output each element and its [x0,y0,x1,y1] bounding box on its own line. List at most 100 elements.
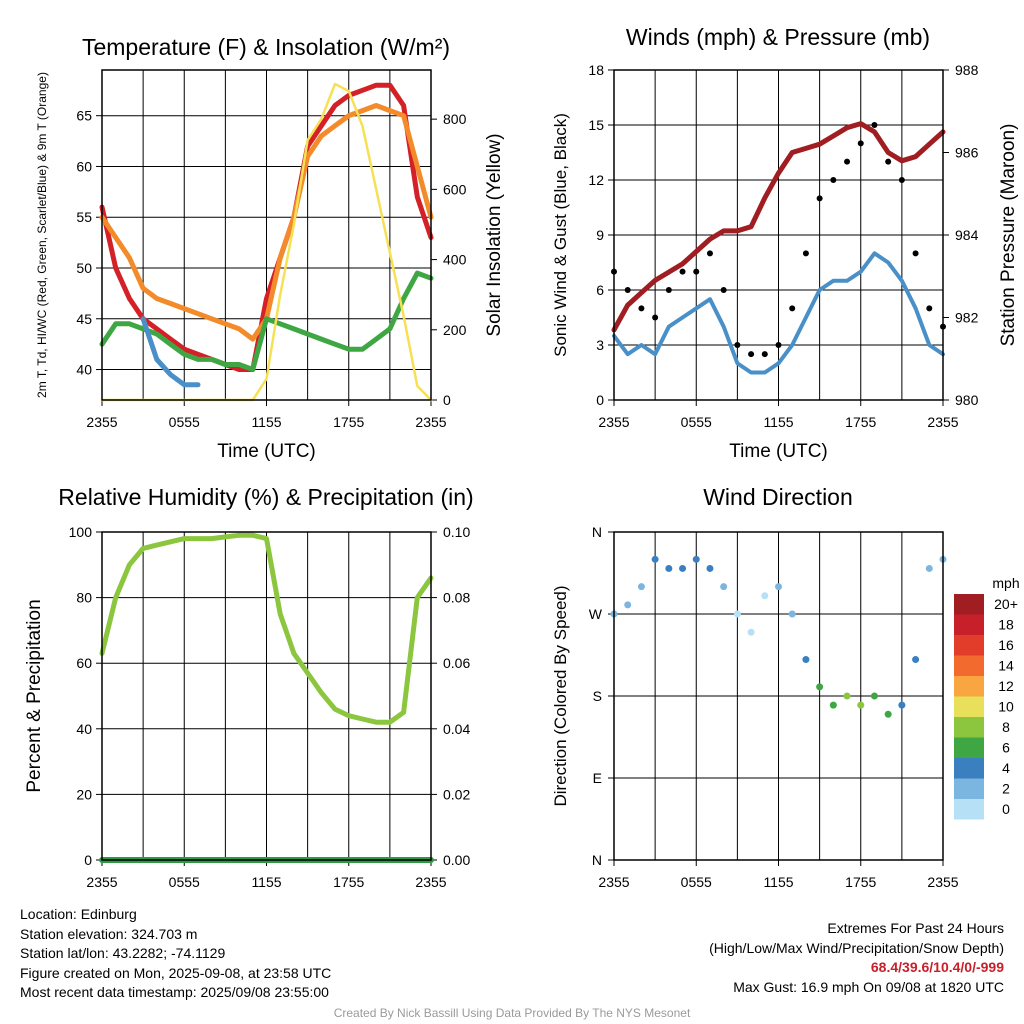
y-right-tick-label: 0.04 [443,721,470,737]
gust-point [693,268,700,275]
y-right-tick-label: 984 [955,227,979,243]
x-tick-label: 2355 [927,874,958,890]
y-right-tick-label: 0.06 [443,655,470,671]
direction-point [761,592,769,600]
y-tick-label: 0 [596,392,604,408]
y-tick-label: 45 [76,311,92,327]
y-right-tick-label: 0.00 [443,852,470,868]
x-tick-label: 2355 [86,874,117,890]
colorbar-swatch [954,655,984,676]
x-tick-label: 1155 [763,874,793,890]
direction-point [843,692,851,700]
direction-point [665,564,673,572]
y-right-tick-label: 400 [443,252,467,268]
x-tick-label: 2355 [415,874,446,890]
colorbar-swatch [954,676,984,697]
direction-point [720,583,728,591]
direction-point [692,555,700,563]
y-right-axis-label: Solar Insolation (Yellow) [484,133,505,336]
direction-point [651,555,659,563]
y-tick-label: 3 [596,337,604,353]
y-tick-label: S [593,688,602,704]
gust-point [926,305,933,312]
series-line-relative-humidity [99,532,434,725]
created-text: Figure created on Mon, 2025-09-08, at 23… [20,964,332,981]
gust-point [816,195,823,202]
direction-point [857,701,865,709]
y-tick-label: 60 [76,655,92,671]
direction-point [747,628,755,636]
x-tick-label: 1755 [333,414,364,430]
x-tick-label: 2355 [86,414,117,430]
x-tick-label: 2355 [598,414,629,430]
y-right-tick-label: 800 [443,111,467,127]
x-axis-label: Time (UTC) [217,441,316,462]
gust-point [871,122,878,128]
y-tick-label: 0 [84,852,92,868]
colorbar-swatch [954,635,984,656]
y-right-tick-label: 982 [955,310,979,326]
y-tick-label: 80 [76,590,92,606]
x-tick-label: 0555 [169,414,200,430]
chart-title: Relative Humidity (%) & Precipitation (i… [58,484,473,510]
extremes-subtitle: (High/Low/Max Wind/Precipitation/Snow De… [709,939,1004,956]
gust-point [734,342,741,348]
y-right-tick-label: 986 [955,145,979,161]
credit-text: Created By Nick Bassill Using Data Provi… [333,1006,691,1020]
direction-point [870,692,878,700]
direction-point [925,564,933,572]
series-line-station-pressure [611,121,946,333]
direction-point [829,701,837,709]
temperature-chart: Temperature (F) & Insolation (W/m²) 2355 0… [35,34,505,462]
gust-point [761,351,768,358]
y-tick-label: N [592,852,602,868]
y-right-axis-label: Station Pressure (Maroon) [998,124,1019,347]
direction-point [788,610,796,618]
winds-chart: Winds (mph) & Pressure (mb) 2355 0555 1155 1… [551,24,1019,462]
gust-point [775,342,782,348]
plot-border [613,69,944,401]
y-tick-label: 50 [76,260,92,276]
y-tick-label: 65 [76,108,92,124]
y-right-tick-label: 0 [443,392,451,408]
gust-point [638,305,645,312]
series-line-2m-t [99,82,434,372]
x-tick-label: 1755 [333,874,364,890]
y-axis-label: Percent & Precipitation [24,599,45,792]
gust-point [624,287,631,293]
gust-point [898,177,905,183]
max-gust-text: Max Gust: 16.9 mph On 09/08 at 1820 UTC [733,978,1004,995]
y-tick-label: 12 [588,172,604,188]
colorbar-label: 4 [1002,760,1010,776]
gust-point [830,177,837,183]
y-axis-label: Sonic Wind & Gust (Blue, Black) [551,113,570,357]
gust-point [844,158,851,165]
colorbar-label: 20+ [994,596,1018,612]
wind-direction-chart: Wind Direction 2355 0555 1155 1755 2355 N E S W N D… [551,484,1020,890]
colorbar-label: 0 [1002,801,1010,817]
series-line-sonic-wind [612,251,945,375]
plot-border [101,531,432,861]
y-tick-label: W [589,606,603,622]
colorbar-swatch [954,717,984,738]
x-tick-label: 0555 [681,414,712,430]
y-axis-label: 2m T, Td, HI/WC (Red, Green, Scarlet/Blu… [35,72,49,398]
y-right-tick-label: 980 [955,392,979,408]
gust-point [912,250,919,257]
colorbar-swatch [954,594,984,615]
y-right-tick-label: 0.08 [443,590,470,606]
x-tick-label: 2355 [927,414,958,430]
y-tick-label: 40 [76,362,92,378]
y-right-tick-label: 988 [955,62,979,78]
x-tick-label: 0555 [169,874,200,890]
x-tick-label: 1755 [845,414,876,430]
colorbar-swatch [954,696,984,717]
colorbar-label: 12 [998,678,1014,694]
direction-point [679,564,687,572]
y-tick-label: 18 [588,62,604,78]
direction-point [775,583,782,591]
colorbar-swatch [954,778,984,799]
direction-point [802,656,810,664]
plot-border [613,531,944,861]
